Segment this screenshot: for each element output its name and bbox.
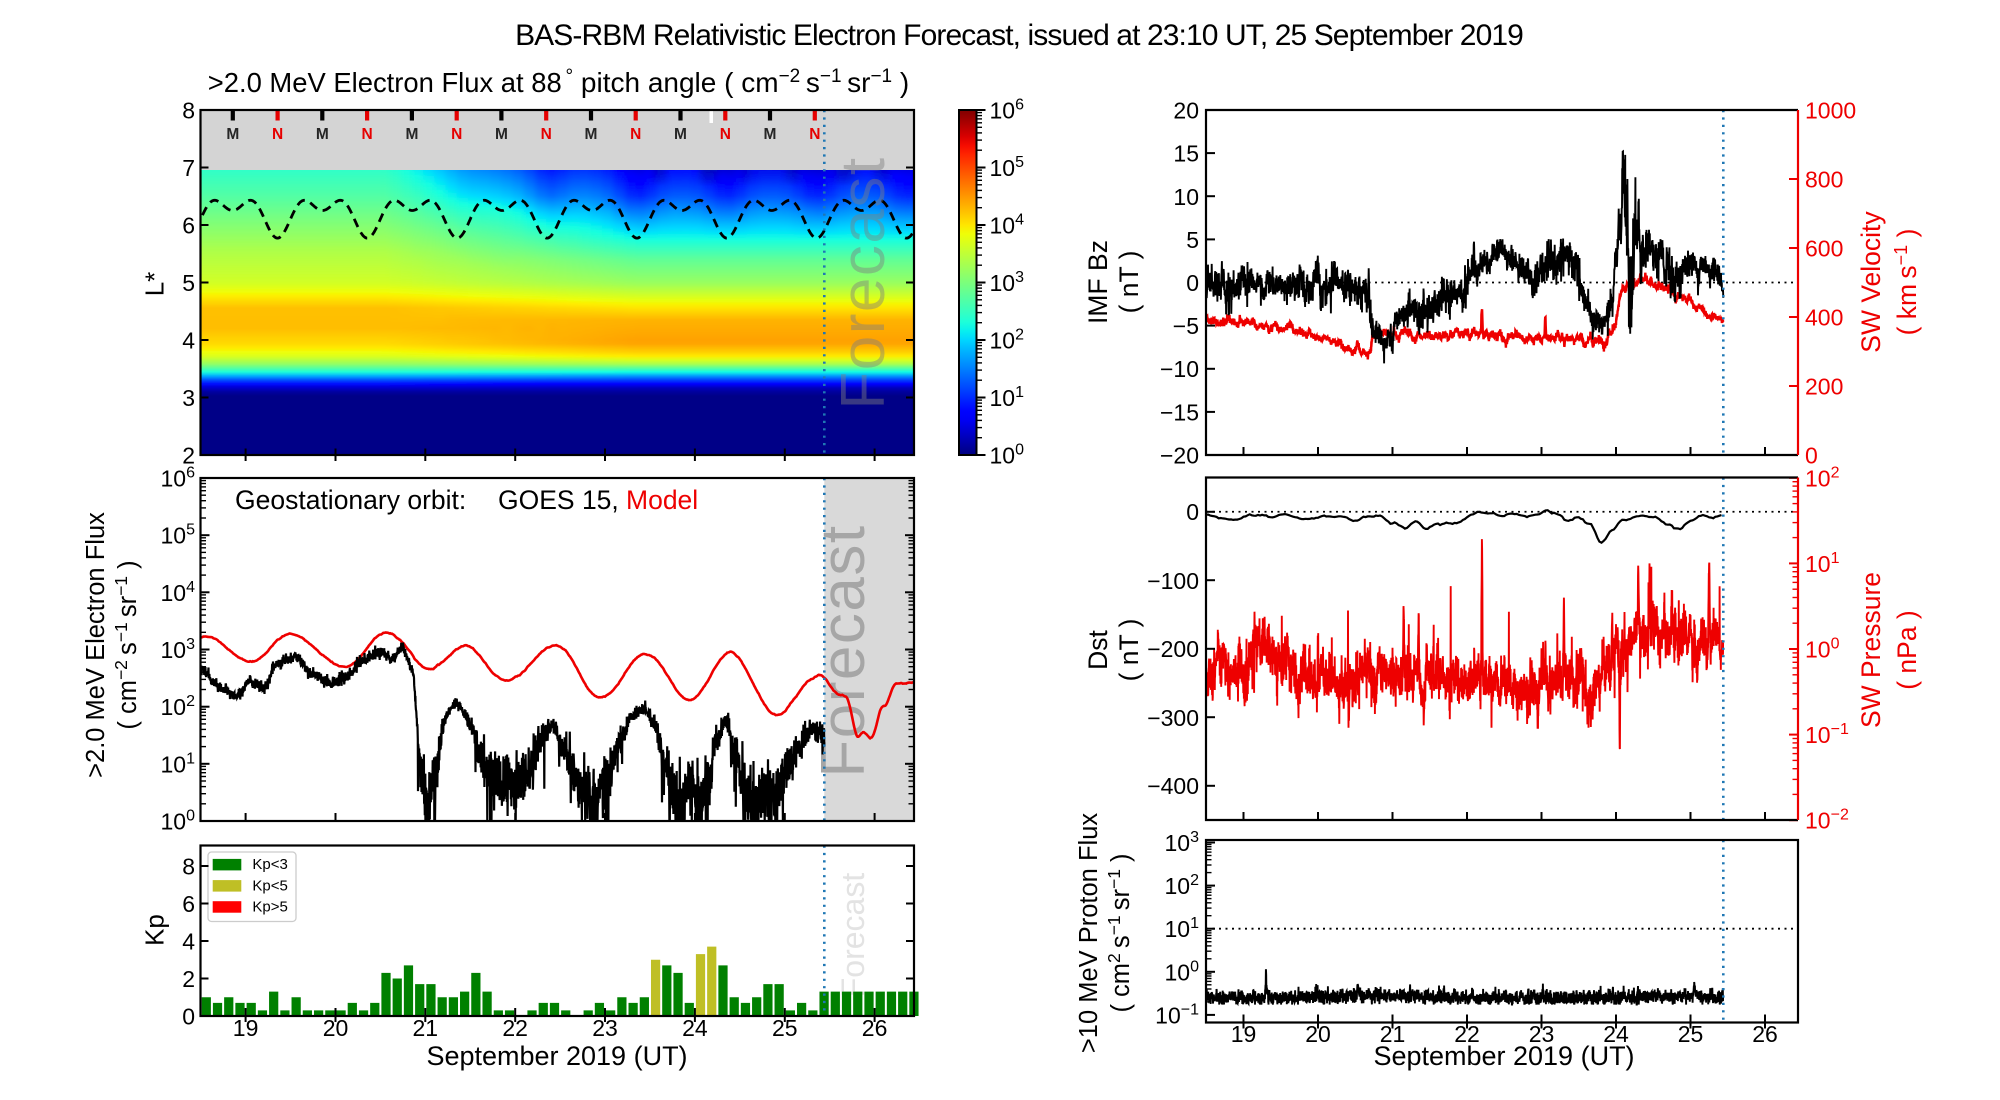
svg-text:5: 5 bbox=[182, 270, 195, 296]
svg-text:2: 2 bbox=[182, 443, 195, 469]
svg-text:September 2019 (UT): September 2019 (UT) bbox=[1373, 1041, 1634, 1071]
svg-text:7: 7 bbox=[182, 155, 195, 181]
svg-text:( nPa ): ( nPa ) bbox=[1892, 610, 1922, 690]
svg-text:M: M bbox=[495, 126, 508, 143]
svg-text:1000: 1000 bbox=[1805, 98, 1856, 124]
svg-text:100: 100 bbox=[990, 442, 1025, 469]
svg-text:19: 19 bbox=[233, 1015, 259, 1041]
svg-text:Kp: Kp bbox=[140, 914, 170, 946]
svg-text:−300: −300 bbox=[1147, 705, 1199, 731]
svg-text:0: 0 bbox=[182, 1004, 195, 1030]
svg-text:SW Pressure: SW Pressure bbox=[1856, 572, 1886, 728]
svg-text:−200: −200 bbox=[1147, 636, 1199, 662]
svg-text:N: N bbox=[630, 126, 641, 143]
svg-text:N: N bbox=[541, 126, 552, 143]
svg-text:N: N bbox=[361, 126, 372, 143]
svg-text:4: 4 bbox=[182, 929, 195, 955]
svg-text:20: 20 bbox=[323, 1015, 349, 1041]
svg-text:N: N bbox=[272, 126, 283, 143]
svg-text:0: 0 bbox=[1805, 443, 1818, 469]
svg-text:M: M bbox=[764, 126, 777, 143]
svg-text:200: 200 bbox=[1805, 374, 1843, 400]
svg-text:Kp<5: Kp<5 bbox=[252, 877, 287, 894]
svg-text:−10: −10 bbox=[1160, 356, 1199, 382]
svg-text:M: M bbox=[316, 126, 329, 143]
svg-text:N: N bbox=[809, 126, 820, 143]
svg-text:3: 3 bbox=[182, 385, 195, 411]
svg-text:M: M bbox=[585, 126, 598, 143]
svg-text:15: 15 bbox=[1173, 141, 1199, 167]
svg-text:Kp>5: Kp>5 bbox=[252, 899, 287, 916]
svg-text:Forecast: Forecast bbox=[829, 156, 898, 409]
svg-text:19: 19 bbox=[1231, 1021, 1257, 1047]
svg-text:4: 4 bbox=[182, 328, 195, 354]
svg-text:26: 26 bbox=[862, 1015, 888, 1041]
svg-text:M: M bbox=[674, 126, 687, 143]
svg-text:8: 8 bbox=[182, 98, 195, 124]
svg-text:10: 10 bbox=[1173, 184, 1199, 210]
svg-text:0: 0 bbox=[1186, 270, 1199, 296]
svg-text:25: 25 bbox=[1678, 1021, 1704, 1047]
svg-text:23: 23 bbox=[1529, 1021, 1555, 1047]
svg-text:>2.0 MeV Electron Flux at 88 °: >2.0 MeV Electron Flux at 88 ° pitch ang… bbox=[208, 66, 909, 98]
svg-text:22: 22 bbox=[1454, 1021, 1480, 1047]
svg-text:21: 21 bbox=[413, 1015, 439, 1041]
svg-text:102: 102 bbox=[990, 327, 1025, 354]
svg-text:8: 8 bbox=[182, 854, 195, 880]
svg-text:L*: L* bbox=[140, 272, 170, 297]
svg-text:Forecast: Forecast bbox=[809, 524, 878, 777]
svg-text:10−2: 10−2 bbox=[1805, 807, 1849, 834]
svg-text:−15: −15 bbox=[1160, 399, 1199, 425]
svg-text:( cm−2 s−1 sr−1 ): ( cm−2 s−1 sr−1 ) bbox=[111, 560, 142, 729]
svg-text:6: 6 bbox=[182, 891, 195, 917]
svg-text:2: 2 bbox=[182, 966, 195, 992]
svg-text:September 2019 (UT): September 2019 (UT) bbox=[426, 1041, 687, 1071]
svg-text:( km s−1 ): ( km s−1 ) bbox=[1891, 229, 1922, 336]
svg-text:BAS-RBM Relativistic Electron: BAS-RBM Relativistic Electron Forecast, … bbox=[515, 19, 1523, 52]
svg-text:IMF Bz: IMF Bz bbox=[1083, 240, 1113, 324]
svg-text:5: 5 bbox=[1186, 227, 1199, 253]
svg-text:−100: −100 bbox=[1147, 568, 1199, 594]
svg-text:26: 26 bbox=[1752, 1021, 1778, 1047]
svg-text:Forecast: Forecast bbox=[835, 873, 871, 998]
svg-text:N: N bbox=[451, 126, 462, 143]
svg-text:−400: −400 bbox=[1147, 773, 1199, 799]
svg-text:21: 21 bbox=[1380, 1021, 1406, 1047]
svg-text:6: 6 bbox=[182, 213, 195, 239]
svg-text:22: 22 bbox=[502, 1015, 528, 1041]
svg-text:>2.0 MeV Electron Flux: >2.0 MeV Electron Flux bbox=[82, 512, 110, 778]
svg-text:400: 400 bbox=[1805, 305, 1843, 331]
svg-text:Dst: Dst bbox=[1083, 629, 1113, 669]
svg-text:23: 23 bbox=[592, 1015, 618, 1041]
svg-text:M: M bbox=[226, 126, 239, 143]
svg-text:24: 24 bbox=[1603, 1021, 1629, 1047]
svg-text:( nT ): ( nT ) bbox=[1114, 619, 1144, 682]
svg-text:N: N bbox=[720, 126, 731, 143]
svg-text:( nT ): ( nT ) bbox=[1114, 251, 1144, 314]
svg-text:−5: −5 bbox=[1173, 313, 1199, 339]
svg-text:−20: −20 bbox=[1160, 443, 1199, 469]
svg-text:25: 25 bbox=[772, 1015, 798, 1041]
svg-text:20: 20 bbox=[1305, 1021, 1331, 1047]
svg-text:800: 800 bbox=[1805, 167, 1843, 193]
svg-text:24: 24 bbox=[682, 1015, 708, 1041]
svg-text:600: 600 bbox=[1805, 236, 1843, 262]
svg-text:M: M bbox=[405, 126, 418, 143]
svg-text:>10 MeV Proton Flux: >10 MeV Proton Flux bbox=[1075, 813, 1103, 1053]
svg-text:Kp<3: Kp<3 bbox=[252, 856, 287, 873]
svg-text:20: 20 bbox=[1173, 98, 1199, 124]
svg-text:SW Velocity: SW Velocity bbox=[1856, 211, 1886, 353]
svg-text:0: 0 bbox=[1186, 499, 1199, 525]
